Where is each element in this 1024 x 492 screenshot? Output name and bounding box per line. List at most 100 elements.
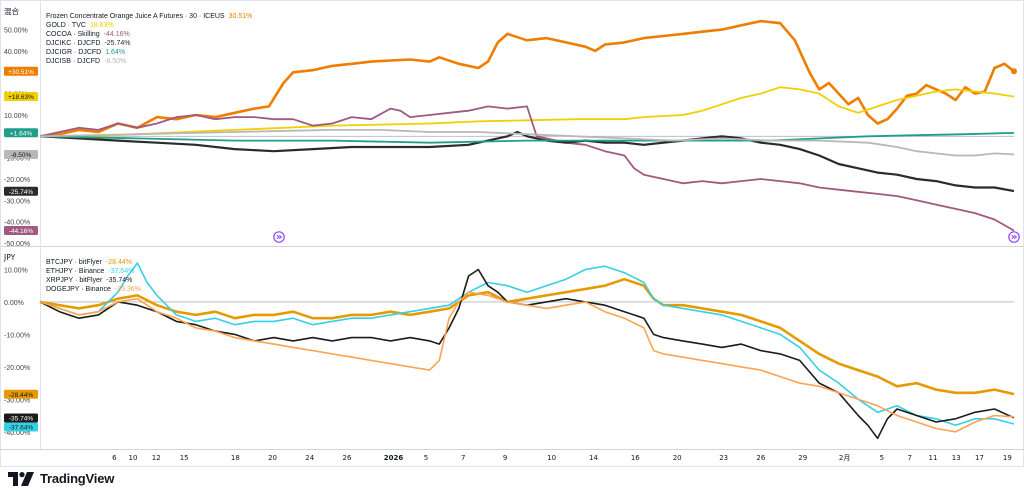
value-badge-bg: [4, 389, 38, 399]
x-tick-label: 5: [880, 454, 884, 462]
value-badge-label: +1.64%: [10, 130, 32, 137]
y-tick-label: 40.00%: [4, 49, 28, 56]
y-tick-label: 10.00%: [4, 267, 28, 274]
x-tick-label: 14: [589, 454, 598, 462]
x-tick-label: 20: [673, 454, 682, 462]
legend-item-value: -25.74%: [104, 40, 130, 47]
value-badge: +30.51%: [4, 66, 38, 76]
value-badge-bg: [4, 186, 38, 196]
value-badge-bg: [4, 149, 38, 159]
legend-item-name: DJCIGR · DJCFD: [46, 49, 101, 56]
scale-mode-label: 混合: [4, 6, 19, 16]
legend-item-name: DOGEJPY · Binance: [46, 286, 111, 293]
x-tick-label: 17: [975, 454, 984, 462]
y-tick-label: -30.00%: [4, 198, 30, 205]
legend-item-name: XRPJPY · bitFlyer: [46, 277, 103, 284]
x-tick-label: 29: [798, 454, 807, 462]
x-tick-label: 5: [424, 454, 428, 462]
x-tick-label: 7: [907, 454, 911, 462]
value-badge-label: +18.63%: [8, 94, 34, 101]
x-tick-label: 12: [152, 454, 161, 462]
legend-item-name: ETHJPY · Binance: [46, 268, 104, 275]
legend-item-name: DJCIKC · DJCFD: [46, 40, 100, 47]
x-tick-label: 10: [129, 454, 138, 462]
pane-2: 10.00% 0.00% -10.00% -20.00% -30.00% -40.00% J…: [3, 253, 1015, 440]
y-tick-label: -40.00%: [4, 430, 30, 437]
value-badge: +18.63%: [4, 92, 38, 101]
x-tick-label: 18: [231, 454, 240, 462]
value-badge: -8.50%: [4, 149, 38, 159]
value-badge: -28.44%: [4, 389, 38, 399]
value-badge-label: -35.74%: [9, 416, 33, 423]
legend-item-value: -37.64%: [108, 268, 134, 275]
y-tick-label: 0.00%: [4, 300, 24, 307]
value-badge: -44.16%: [4, 226, 38, 235]
y-tick-label: -40.00%: [4, 220, 30, 227]
brand[interactable]: TradingView: [8, 471, 114, 486]
x-tick-label: 9: [503, 454, 507, 462]
y-tick-label: 50.00%: [4, 28, 28, 35]
value-badge: +1.64%: [4, 128, 38, 137]
y-tick-label: -20.00%: [4, 365, 30, 372]
y-tick-label: -10.00%: [4, 332, 30, 339]
x-tick-label: 20: [268, 454, 277, 462]
x-tick-label: 15: [180, 454, 189, 462]
value-badge-label: -44.16%: [9, 228, 33, 235]
x-tick-label: 6: [112, 454, 117, 462]
legend-item-value: -28.44%: [106, 259, 132, 266]
value-badge: -25.74%: [4, 186, 38, 196]
x-tick-label: 2026: [384, 454, 404, 462]
series-line-dogejpy-binance: [39, 291, 1015, 433]
series-line-djcisb-djcfd: [39, 129, 1015, 157]
pane-1: 50.00%40.00%30.00%20.00%10.00%-10.00%-20…: [4, 6, 1017, 248]
series-line-djcikc-djcfd: [39, 130, 1015, 193]
y-tick-label: -30.00%: [4, 397, 30, 404]
x-tick-label: 7: [461, 454, 465, 462]
x-tick-label: 16: [631, 454, 640, 462]
x-tick-label: 26: [756, 454, 765, 462]
x-tick-label: 11: [929, 454, 938, 462]
chart-frame: [0, 0, 1024, 467]
series-line-ethjpy-binance: [39, 262, 1015, 427]
value-badge-bg: [4, 128, 38, 138]
x-tick-label: 26: [342, 454, 351, 462]
value-badge-bg: [4, 413, 38, 423]
tradingview-logo-icon: [8, 471, 34, 486]
value-badge-bg: [4, 92, 38, 102]
x-tick-label: 13: [952, 454, 961, 462]
value-badge-label: -37.64%: [9, 425, 33, 432]
legend-item-value: -35.74%: [106, 277, 132, 284]
series-line-gold-tvc: [40, 86, 1015, 138]
brand-name: TradingView: [40, 471, 115, 486]
value-badge-label: -25.74%: [9, 189, 33, 196]
legend-item-value: -44.16%: [104, 31, 130, 38]
value-badge-label: -8.50%: [11, 152, 32, 159]
value-badge-label: -28.44%: [9, 392, 33, 399]
legend-item-value: 18.63%: [90, 22, 114, 29]
legend-item-name: COCOA · Skilling: [46, 31, 100, 38]
value-badge: -37.64%: [4, 422, 38, 432]
legend-item-value: 30.51%: [229, 13, 253, 20]
legend-item-value: 1.64%: [105, 49, 125, 56]
value-badge-bg: [4, 226, 38, 236]
scale-mode-label: JPY: [3, 253, 16, 262]
x-tick-label: 23: [719, 454, 728, 462]
scroll-to-start-icon[interactable]: [273, 231, 285, 243]
legend-item-name: DJCISB · DJCFD: [46, 58, 100, 65]
x-tick-label: 10: [547, 454, 556, 462]
series-line-btcjpy-bitflyer: [39, 277, 1015, 396]
series-line-frozen-concentrate-orange-juice-a-futures-30-iceus: [39, 19, 1015, 138]
nav-chevrons: [1011, 234, 1018, 240]
x-tick-label: 19: [1003, 454, 1012, 462]
series-line-xrpjpy-bitflyer: [39, 268, 1015, 440]
value-badge-bg: [4, 66, 38, 76]
legend-item-value: -35.36%: [115, 286, 141, 293]
nav-chevrons: [276, 234, 283, 240]
y-tick-label: -50.00%: [4, 241, 30, 248]
value-badge-label: +30.51%: [8, 69, 34, 76]
scroll-to-realtime-icon[interactable]: [1008, 231, 1020, 243]
value-badge: -35.74%: [4, 413, 38, 423]
y-tick-label: -20.00%: [4, 177, 30, 184]
legend-item-name: Frozen Concentrate Orange Juice A Future…: [46, 13, 225, 20]
